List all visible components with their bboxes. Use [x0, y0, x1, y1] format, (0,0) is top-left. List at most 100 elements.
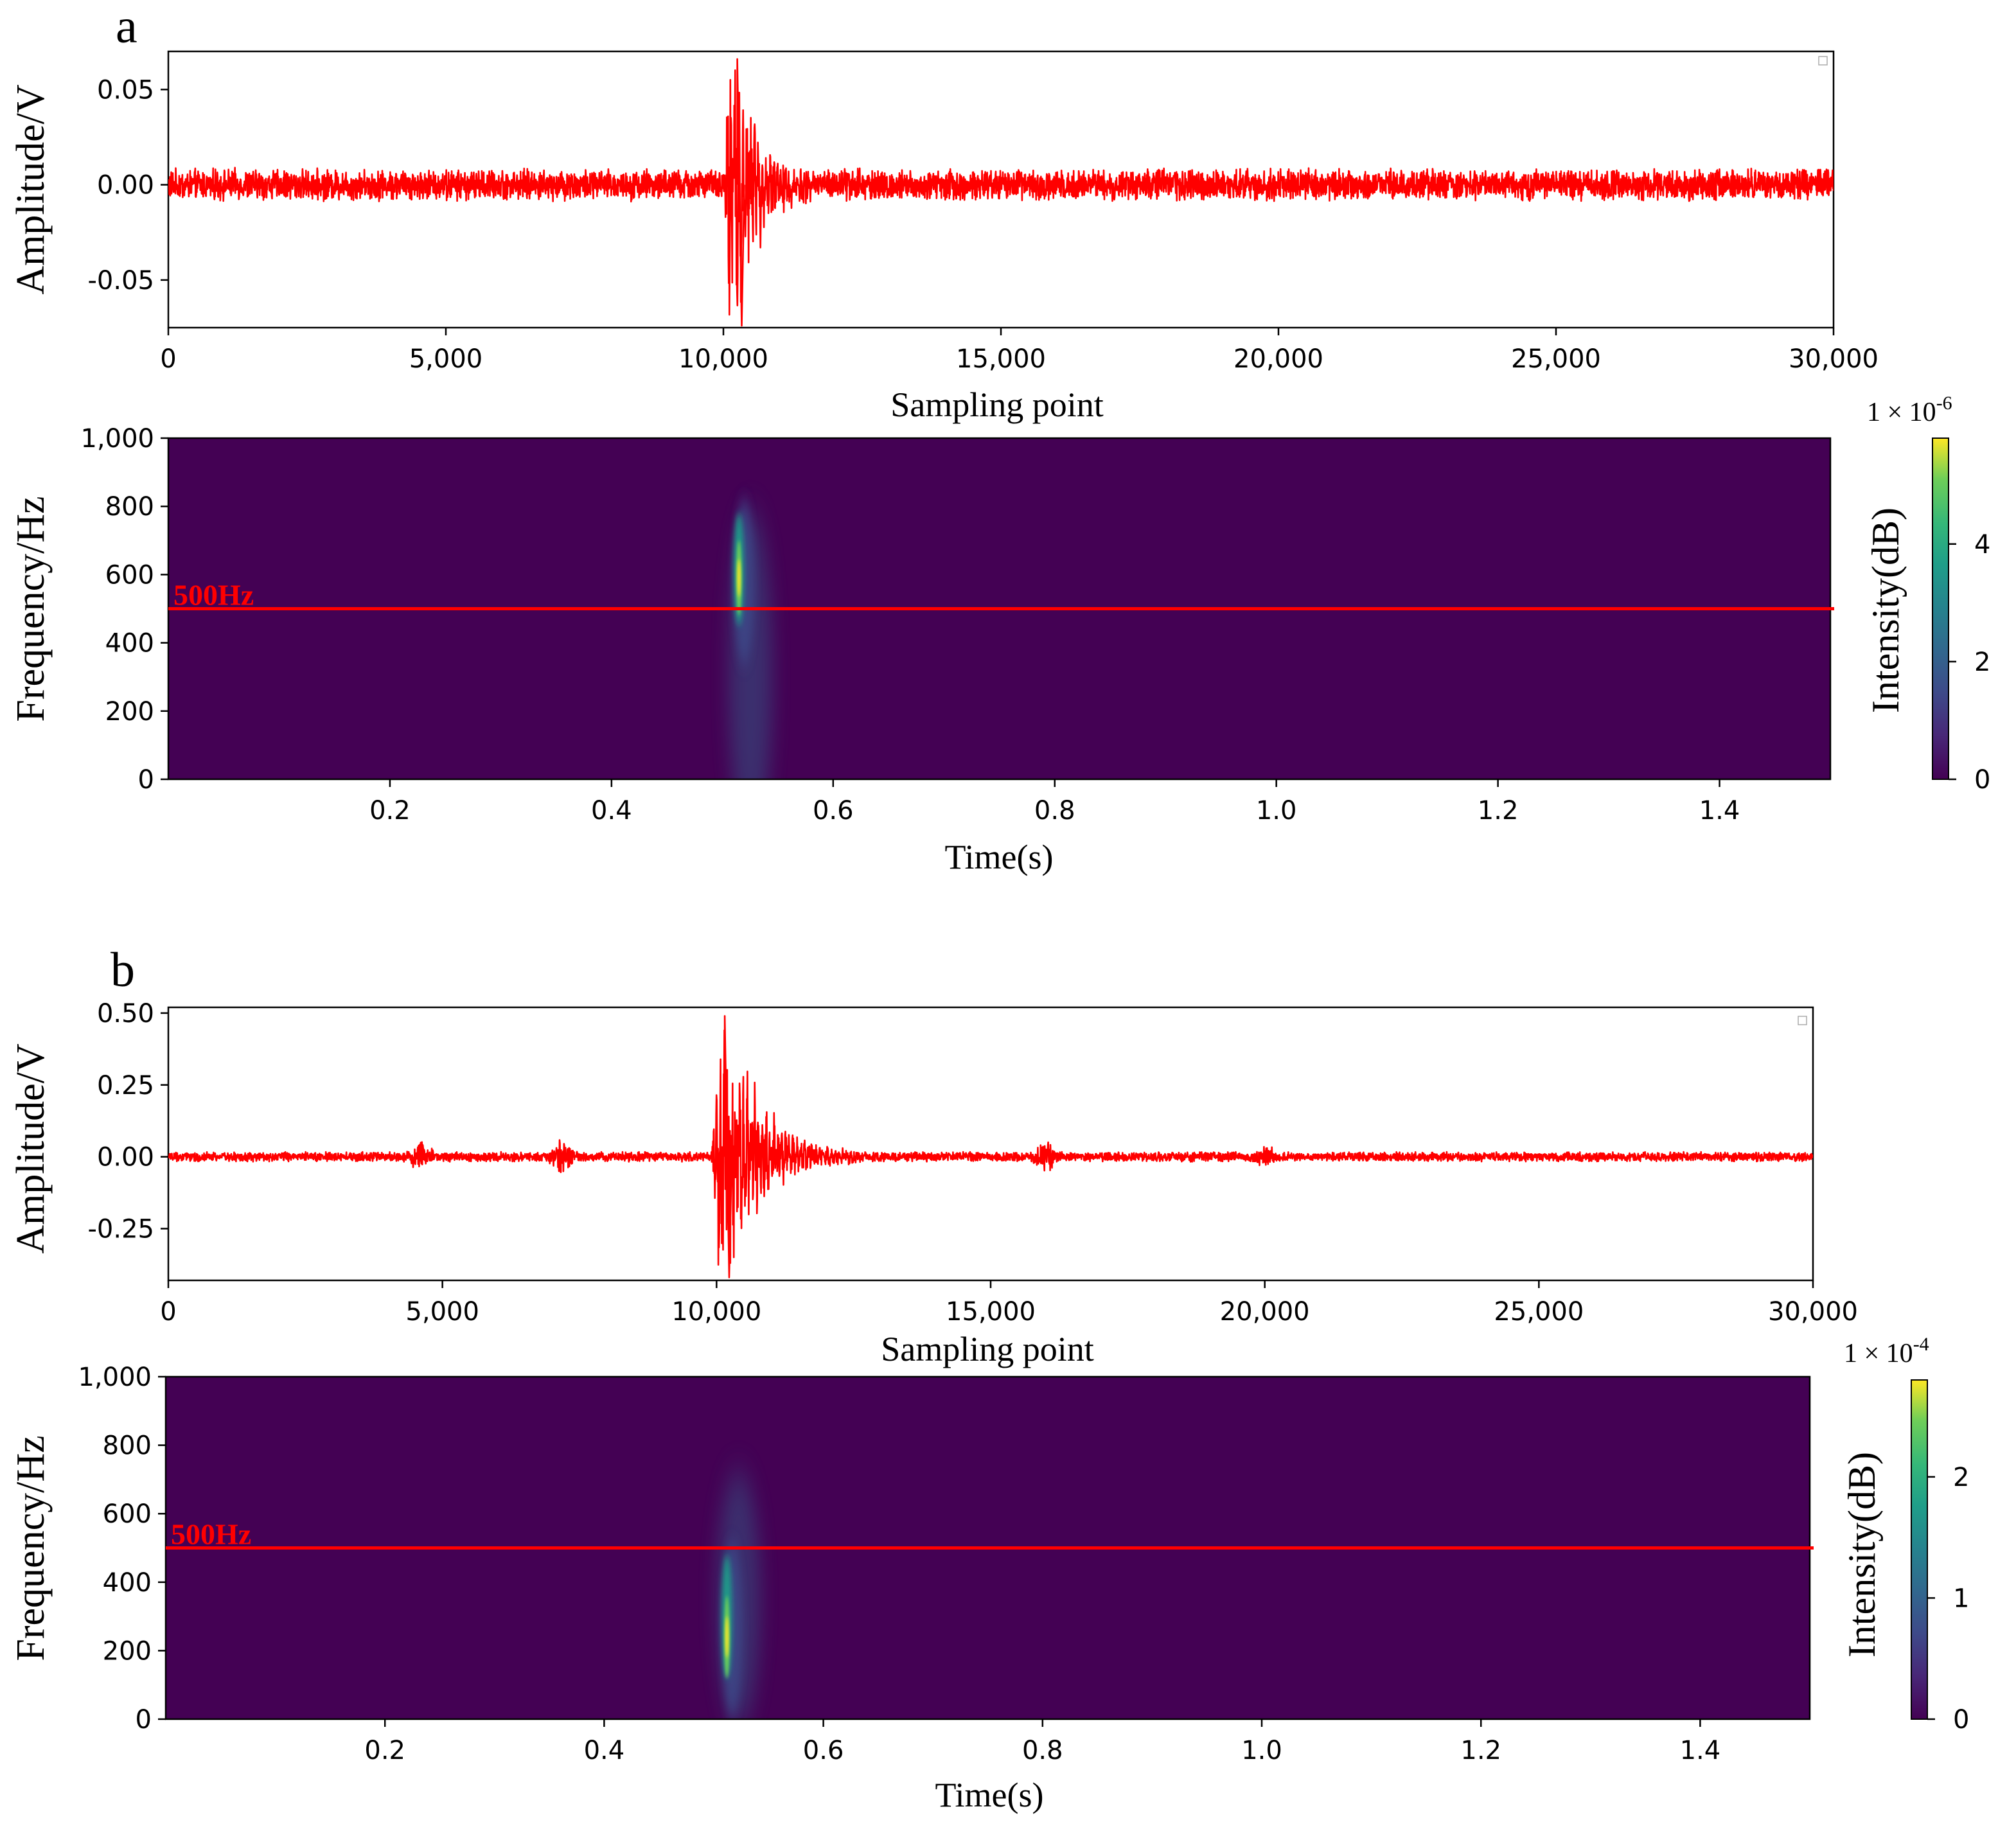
waveform-a-ytick-label: 0.05 [97, 75, 154, 105]
colorbar-a-scale: 1 × 10-6 [1867, 393, 1952, 427]
colorbar-a-tick-label: 0 [1974, 765, 1990, 795]
colorbar-a-tick-label: 4 [1974, 530, 1990, 560]
waveform-b-xtick-label: 0 [160, 1297, 176, 1327]
waveform-a: 0 5,000 10,000 15,000 20,000 25,000 30,000 0.05… [9, 50, 1879, 424]
colorbar-b-gradient [1911, 1379, 1928, 1720]
spectrogram-b-hotspot [716, 1471, 761, 1719]
waveform-b-xtick-label: 30,000 [1768, 1297, 1858, 1327]
spectrogram-b-ytick-label: 200 [103, 1636, 152, 1666]
panel-b: b 0 5,000 10,000 15,000 20,000 25,000 30,000 0.… [9, 943, 1969, 1814]
colorbar-b-label: Intensity(dB) [1841, 1452, 1883, 1657]
waveform-a-xtick-label: 15,000 [956, 344, 1046, 374]
spectrogram-a-xtick-label: 0.6 [813, 796, 854, 826]
panel-a-label: a [116, 0, 137, 53]
spectrogram-a-xtick-label: 0.4 [591, 796, 632, 826]
colorbar-b: 0 1 2 1 × 10-4 Intensity(dB) [1841, 1334, 1969, 1735]
spectrogram-b-xtick-label: 1.0 [1241, 1736, 1282, 1765]
spectrogram-a-hotspot [729, 500, 773, 779]
spectrogram-b-xtick-label: 1.4 [1680, 1736, 1721, 1765]
spectrogram-b-xtick-label: 0.2 [364, 1736, 405, 1765]
spectrogram-b: 500Hz 0.2 0.4 0.6 0.8 1.0 1.2 1.4 1,000 800 600 40… [9, 1334, 1969, 1814]
spectrogram-a-ytick-label: 0 [138, 765, 154, 795]
colorbar-b-scale-base: 1 × 10 [1844, 1339, 1913, 1368]
waveform-b-xtick-label: 20,000 [1220, 1297, 1310, 1327]
colorbar-a: 0 2 4 1 × 10-6 Intensity(dB) [1864, 393, 1990, 795]
spectrogram-b-ylabel: Frequency/Hz [9, 1435, 53, 1661]
waveform-a-xtick-label: 30,000 [1789, 344, 1879, 374]
waveform-b: 0 5,000 10,000 15,000 20,000 25,000 30,000 0.50… [9, 999, 1858, 1368]
spectrogram-b-xtick-label: 0.6 [803, 1736, 844, 1765]
waveform-a-trace [168, 58, 1834, 327]
legend-placeholder-icon [1798, 1016, 1807, 1025]
spectrogram-a-ytick-label: 400 [105, 629, 154, 658]
spectrogram-a-ytick-label: 800 [105, 492, 154, 522]
waveform-a-xlabel: Sampling point [890, 385, 1104, 424]
spectrogram-a-xlabel: Time(s) [944, 838, 1053, 876]
colorbar-a-ticks: 0 2 4 [1949, 530, 1990, 795]
spectrogram-b-ytick-label: 600 [103, 1499, 152, 1529]
waveform-a-xtick-label: 10,000 [678, 344, 768, 374]
waveform-b-ytick-label: 0.00 [97, 1143, 154, 1172]
waveform-b-ytick-label: 0.25 [97, 1071, 154, 1100]
spectrogram-a: 500Hz 0.2 0.4 0.6 0.8 1.0 1.2 1.41,00080060040… [9, 393, 1990, 876]
spectrogram-a-ytick-label: 1,000 [80, 424, 154, 454]
colorbar-a-scale-base: 1 × 10 [1867, 398, 1936, 427]
spectrogram-a-xtick-label: 0.2 [369, 796, 411, 826]
waveform-b-frame [167, 1006, 1814, 1282]
spectrogram-b-xtick-label: 1.2 [1460, 1736, 1501, 1765]
colorbar-b-tick-label: 2 [1953, 1463, 1969, 1492]
spectrogram-b-ticks: 0.2 0.4 0.6 0.8 1.0 1.2 1.4 1,000 800 600 400 200 0 [78, 1363, 1720, 1765]
waveform-b-xtick-label: 5,000 [405, 1297, 479, 1327]
colorbar-b-ticks: 0 1 2 [1927, 1463, 1969, 1735]
spectrogram-b-ytick-label: 800 [103, 1431, 152, 1461]
waveform-a-ytick-label: -0.05 [88, 266, 155, 296]
spectrogram-a-ticks: 0.2 0.4 0.6 0.8 1.0 1.2 1.4 1,000 800 600 400 200 0 [80, 424, 1740, 826]
waveform-b-xtick-label: 25,000 [1494, 1297, 1584, 1327]
waveform-b-ylabel: Amplitude/V [9, 1043, 53, 1253]
spectrogram-a-ytick-label: 600 [105, 560, 154, 590]
waveform-a-ticks: 0 5,000 10,000 15,000 20,000 25,000 30,000 0.05… [88, 75, 1879, 374]
waveform-a-ytick-label: 0.00 [97, 171, 154, 200]
colorbar-b-scale: 1 × 10-4 [1844, 1334, 1929, 1368]
waveform-b-ytick-label: -0.25 [88, 1214, 155, 1244]
spectrogram-a-xtick-label: 1.0 [1256, 796, 1297, 826]
waveform-a-ylabel: Amplitude/V [9, 84, 53, 294]
spectrogram-b-ytick-label: 1,000 [78, 1363, 152, 1392]
colorbar-b-scale-exponent: -4 [1913, 1334, 1929, 1355]
colorbar-a-scale-exponent: -6 [1936, 393, 1952, 414]
reference-label-b: 500Hz [171, 1518, 251, 1551]
legend-placeholder-icon [1818, 56, 1828, 66]
waveform-b-ticks: 0 5,000 10,000 15,000 20,000 25,000 30,000 0.50… [88, 999, 1858, 1327]
waveform-b-trace [168, 1015, 1813, 1278]
spectrogram-b-xlabel: Time(s) [935, 1776, 1043, 1814]
waveform-b-xlabel: Sampling point [881, 1330, 1094, 1368]
waveform-b-xtick-label: 10,000 [671, 1297, 761, 1327]
spectrogram-a-ylabel: Frequency/Hz [9, 496, 53, 721]
spectrogram-a-xtick-label: 1.4 [1699, 796, 1740, 826]
spectrogram-a-ytick-label: 200 [105, 697, 154, 727]
colorbar-b-tick-label: 1 [1953, 1584, 1969, 1613]
spectrogram-a-xtick-label: 0.8 [1034, 796, 1075, 826]
spectrogram-b-ytick-label: 0 [136, 1705, 152, 1735]
waveform-a-clip [168, 58, 1834, 327]
reference-label-a: 500Hz [173, 579, 254, 612]
spectrogram-b-xtick-label: 0.8 [1022, 1736, 1063, 1765]
waveform-a-xtick-label: 0 [160, 344, 176, 374]
spectrogram-b-ytick-label: 400 [103, 1568, 152, 1598]
panel-a: a 0 5,000 10,000 15,000 20,000 25,000 30,000 0.… [9, 0, 1990, 876]
waveform-a-xtick-label: 5,000 [409, 344, 483, 374]
waveform-a-xtick-label: 25,000 [1511, 344, 1601, 374]
colorbar-a-gradient [1932, 437, 1949, 780]
spectrogram-a-max [737, 559, 741, 597]
waveform-b-ytick-label: 0.50 [97, 999, 154, 1029]
waveform-a-xtick-label: 20,000 [1233, 344, 1323, 374]
panel-b-label: b [111, 943, 135, 997]
spectrogram-a-xtick-label: 1.2 [1478, 796, 1519, 826]
colorbar-a-tick-label: 2 [1974, 648, 1990, 677]
spectrogram-b-xtick-label: 0.4 [584, 1736, 625, 1765]
colorbar-a-label: Intensity(dB) [1864, 508, 1907, 713]
waveform-b-xtick-label: 15,000 [946, 1297, 1036, 1327]
spectrogram-b-max [725, 1616, 729, 1658]
colorbar-b-tick-label: 0 [1953, 1705, 1969, 1735]
